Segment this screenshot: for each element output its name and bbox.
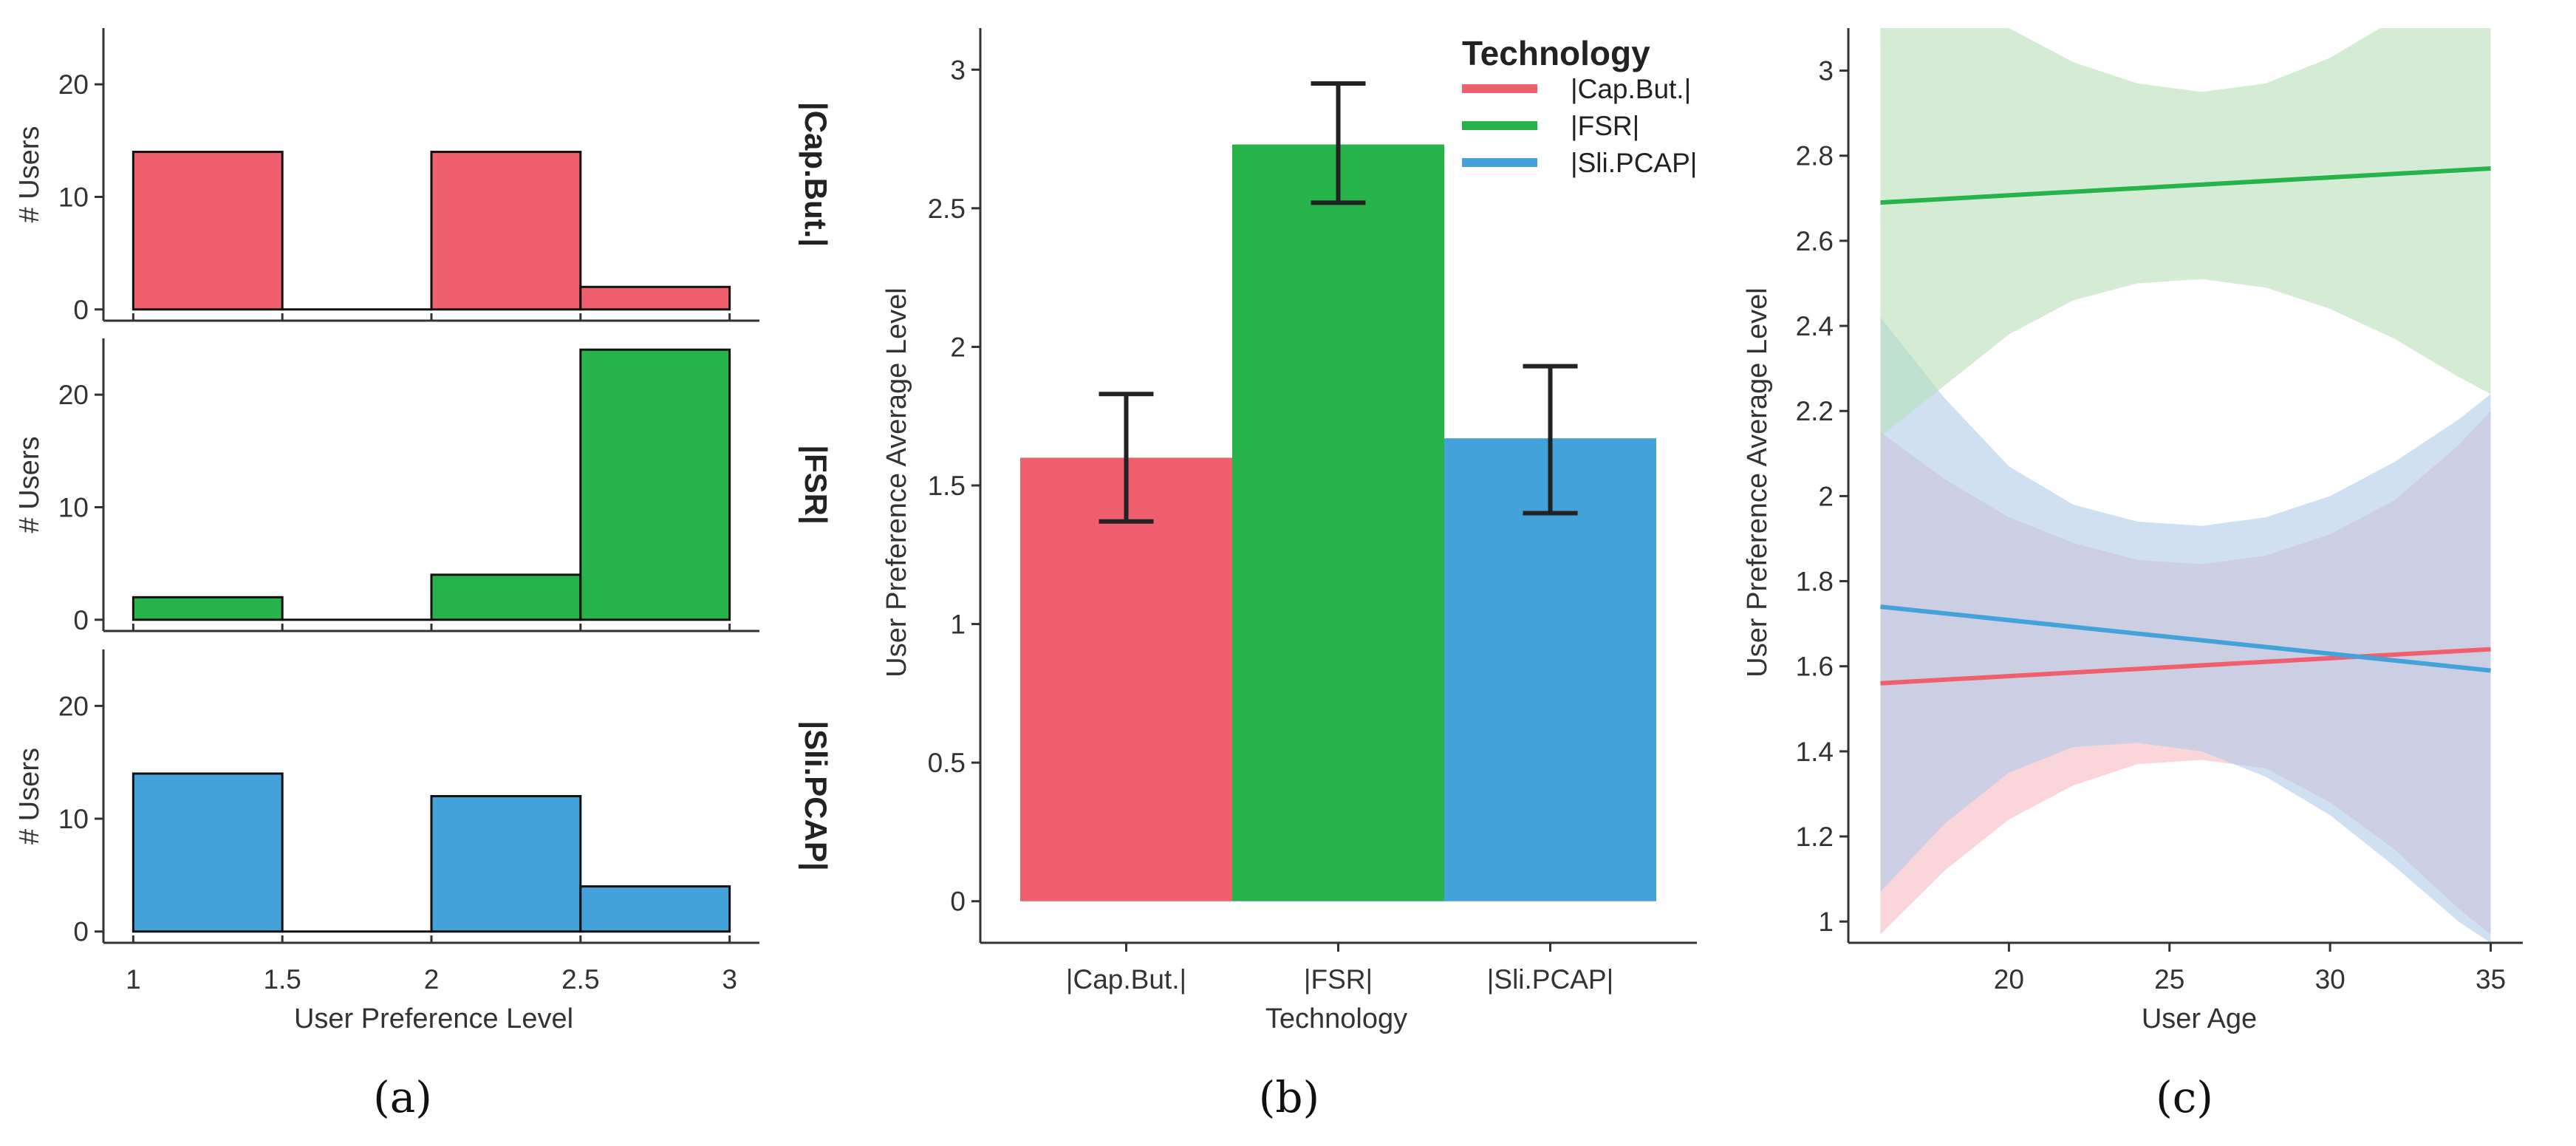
confidence-band-sli-pcap	[1880, 317, 2491, 943]
histogram-bar-cap-but-3	[579, 285, 731, 311]
legend-title: Technology	[1462, 34, 1650, 72]
y-tick-label: 20	[58, 691, 89, 721]
regression-y-tick-label: 1.6	[1796, 652, 1834, 682]
histogram-x-tick-label: 1.5	[263, 964, 301, 995]
bar-y-tick-label: 1	[950, 610, 966, 640]
regression-line-fsr	[1880, 166, 2491, 205]
bar-sli-pcap	[1444, 438, 1656, 901]
legend-label-fsr: |FSR|	[1571, 111, 1639, 141]
regression-y-tick-label: 1.2	[1796, 822, 1834, 852]
bar-x-tick-label: |Cap.But.|	[1066, 964, 1186, 995]
regression-line-cap-but	[1880, 647, 2491, 686]
facet-fsr: 0 10 20 # Users	[14, 338, 759, 635]
y-tick-label: 20	[58, 69, 89, 100]
regression-y-tick-label: 2.6	[1796, 226, 1834, 256]
error-bars	[1099, 81, 1578, 524]
regression-y-tick-label: 3	[1818, 56, 1834, 86]
histogram-bar-cap-but-0	[131, 151, 284, 311]
histogram-y-axis-label: # Users	[14, 126, 45, 223]
regression-y-tick-label: 2.4	[1796, 311, 1834, 341]
y-tick-label: 10	[58, 804, 89, 834]
legend-swatch-fsr	[1462, 121, 1537, 130]
histogram-bar-fsr-2	[430, 573, 582, 621]
regression-axes: 1 1.2 1.4 1.6 1.8 2 2.2 2.4 2.6 2.8 3 20 25 30 35	[1796, 28, 2523, 995]
bar-y-tick-label: 3	[950, 55, 966, 85]
bar-x-axis-label: Technology	[1265, 1003, 1407, 1034]
histogram-x-axis-label: User Preference Level	[294, 1003, 573, 1034]
bar-series	[1020, 144, 1656, 901]
bar-y-tick-label: 0.5	[928, 748, 966, 778]
histogram-x-tick-label: 3	[722, 964, 737, 995]
panel-label-b: (b)	[1259, 1072, 1319, 1122]
bar-x-tick-label: |Sli.PCAP|	[1487, 964, 1613, 995]
histogram-x-tick-label: 2.5	[561, 964, 599, 995]
regression-y-axis-label: User Preference Average Level	[1742, 287, 1773, 677]
bar-cap-but	[1020, 457, 1232, 901]
bar-y-axis-label: User Preference Average Level	[881, 287, 912, 677]
y-tick-label: 0	[73, 917, 89, 947]
confidence-bands	[1880, 28, 2491, 943]
regression-x-tick-label: 35	[2476, 964, 2506, 995]
facet-label-sli-pcap: |Sli.PCAP|	[798, 720, 833, 870]
legend: Technology |Cap.But.| |FSR| |Sli.PCAP|	[1462, 34, 1697, 178]
regression-y-tick-label: 2.2	[1796, 396, 1834, 426]
y-tick-label: 0	[73, 295, 89, 325]
regression-panel: 1 1.2 1.4 1.6 1.8 2 2.2 2.4 2.6 2.8 3 20 25 30 35 User…	[1742, 28, 2523, 1034]
regression-lines	[1880, 166, 2491, 686]
y-tick-label: 10	[58, 182, 89, 212]
histogram-bar-fsr-0	[131, 596, 284, 621]
y-tick-label: 20	[58, 380, 89, 410]
bar-x-tick-label: |FSR|	[1304, 964, 1373, 995]
regression-line-sli-pcap	[1880, 604, 2491, 673]
y-tick-label: 0	[73, 605, 89, 635]
panel-label-c: (c)	[2156, 1072, 2213, 1122]
legend-swatch-sli-pcap	[1462, 158, 1537, 167]
histogram-panel: 0 10 20 # Users 0 10 20 # Users 0 10 20 # Users |…	[14, 28, 833, 1034]
facet-sli-pcap: 0 10 20 # Users	[14, 649, 759, 947]
regression-y-tick-label: 1	[1818, 907, 1834, 937]
histogram-bar-sli-pcap-2	[430, 795, 582, 933]
legend-label-sli-pcap: |Sli.PCAP|	[1571, 148, 1697, 178]
histogram-bar-fsr-3	[579, 348, 731, 621]
confidence-band-fsr	[1880, 28, 2491, 437]
y-tick-label: 10	[58, 492, 89, 522]
facet-label-fsr: |FSR|	[798, 445, 833, 525]
histogram-x-tick-label: 1	[126, 964, 141, 995]
histogram-y-axis-label: # Users	[14, 437, 45, 533]
bar-y-tick-label: 0	[950, 887, 966, 917]
histogram-bar-cap-but-2	[430, 151, 582, 311]
bar-fsr	[1232, 144, 1444, 901]
regression-x-axis-label: User Age	[2142, 1003, 2257, 1034]
facet-label-cap-but: |Cap.But.|	[798, 102, 833, 247]
bar-panel: |Cap.But.| |FSR| |Sli.PCAP| 0 0.5 1 1.5 2 2.5 3 U…	[881, 28, 1697, 1034]
histogram-x-tick-label: 2	[424, 964, 440, 995]
regression-x-tick-label: 20	[1994, 964, 2024, 995]
regression-y-tick-label: 2	[1818, 481, 1834, 511]
legend-swatch-cap-but	[1462, 84, 1537, 93]
histogram-x-ticks: 1 1.5 2 2.5 3	[126, 964, 737, 995]
panel-label-a: (a)	[373, 1072, 432, 1122]
legend-label-cap-but: |Cap.But.|	[1571, 74, 1691, 104]
histogram-y-axis-label: # Users	[14, 748, 45, 845]
bar-y-tick-label: 2.5	[928, 194, 966, 224]
regression-y-tick-label: 1.4	[1796, 737, 1834, 767]
bar-y-tick-label: 2	[950, 332, 966, 362]
bar-axes: |Cap.But.| |FSR| |Sli.PCAP| 0 0.5 1 1.5 2 2.5 3	[928, 28, 1697, 995]
bar-y-tick-label: 1.5	[928, 471, 966, 501]
histogram-bar-sli-pcap-0	[131, 772, 284, 933]
facet-cap-but: 0 10 20 # Users	[14, 28, 759, 325]
regression-x-tick-label: 25	[2154, 964, 2184, 995]
histogram-bar-sli-pcap-3	[579, 885, 731, 933]
regression-x-tick-label: 30	[2315, 964, 2346, 995]
regression-y-tick-label: 1.8	[1796, 567, 1834, 597]
regression-y-tick-label: 2.8	[1796, 141, 1834, 171]
